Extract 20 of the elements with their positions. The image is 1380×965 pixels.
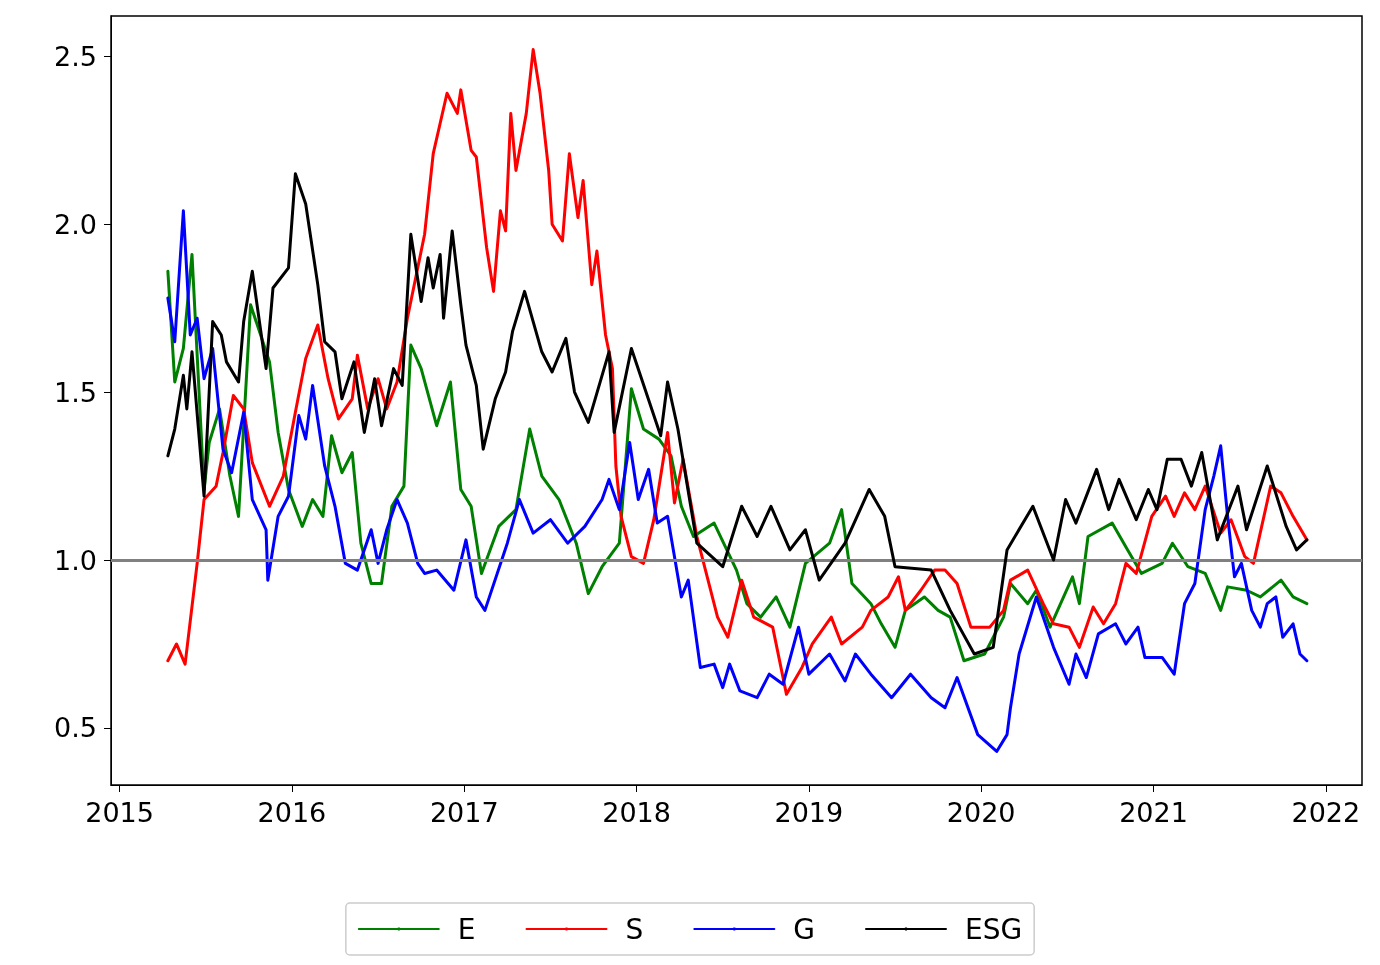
line-series [166, 172, 1309, 656]
line-series [166, 209, 1309, 753]
line-series [166, 48, 1309, 696]
y-tick-label: 2.5 [54, 40, 97, 72]
legend-label: E [457, 912, 476, 946]
y-tick-label: 2.0 [54, 208, 97, 240]
legend-label: S [625, 912, 644, 946]
x-tick-label: 2018 [602, 797, 671, 828]
legend-label: ESG [965, 912, 1023, 946]
legend-label: G [793, 912, 816, 946]
x-tick-label: 2016 [257, 797, 327, 828]
y-tick-label: 1.5 [54, 376, 97, 408]
x-tick-label: 2019 [774, 797, 844, 828]
x-tick-label: 2021 [1119, 797, 1188, 828]
y-tick-label: 1.0 [54, 544, 97, 576]
x-tick-label: 2017 [429, 797, 499, 828]
x-tick-label: 2020 [946, 797, 1016, 828]
y-tick-label: 0.5 [54, 712, 97, 744]
x-tick-label: 2015 [85, 797, 154, 828]
x-tick-label: 2022 [1291, 797, 1361, 828]
